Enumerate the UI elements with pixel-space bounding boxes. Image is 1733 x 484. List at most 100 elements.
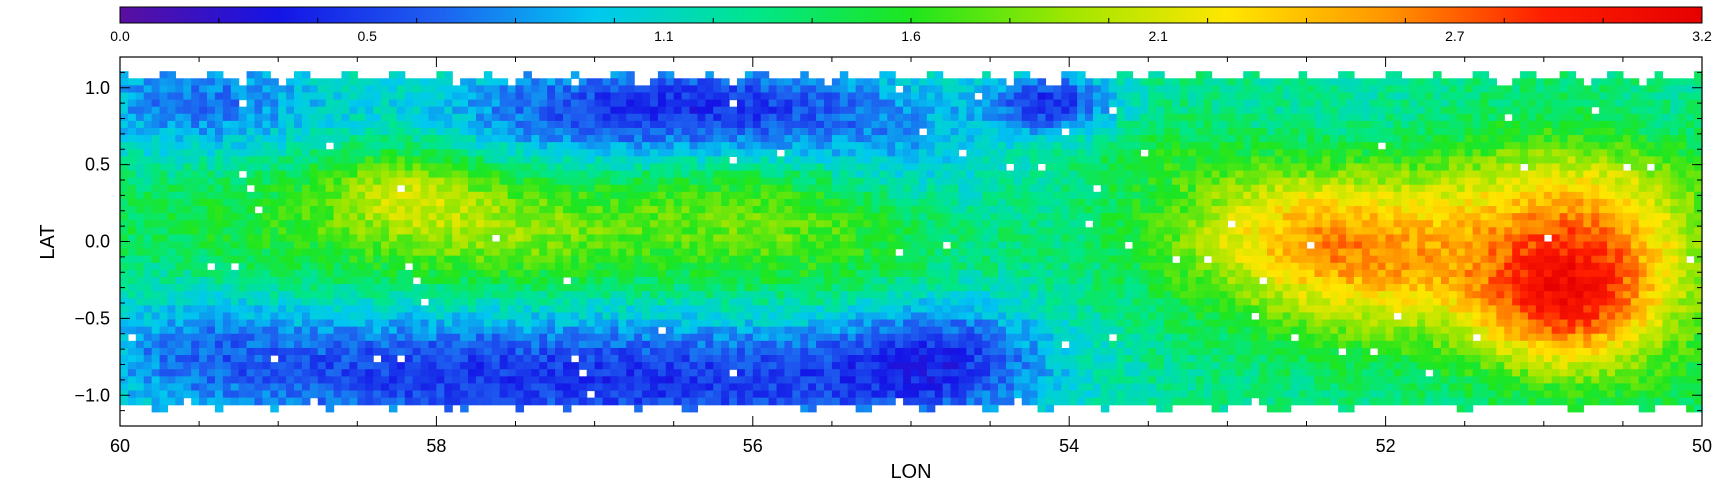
heatmap-cell bbox=[1100, 170, 1110, 179]
heatmap-cell bbox=[1559, 92, 1569, 101]
heatmap-cell bbox=[1622, 106, 1632, 115]
heatmap-cell bbox=[1085, 135, 1094, 143]
heatmap-cell bbox=[903, 248, 912, 257]
heatmap-cell bbox=[1448, 184, 1458, 193]
heatmap-cell bbox=[1077, 220, 1086, 228]
heatmap-cell bbox=[657, 206, 667, 214]
heatmap-cell bbox=[610, 206, 619, 214]
heatmap-cell bbox=[657, 241, 667, 250]
heatmap-cell bbox=[942, 149, 952, 157]
heatmap-cell bbox=[1551, 78, 1561, 86]
heatmap-cell bbox=[1464, 234, 1474, 243]
heatmap-cell bbox=[483, 248, 493, 257]
heatmap-cell bbox=[744, 191, 754, 200]
heatmap-cell bbox=[1227, 227, 1236, 236]
heatmap-cell bbox=[499, 248, 509, 257]
heatmap-cell bbox=[1298, 85, 1308, 94]
heatmap-cell bbox=[333, 142, 343, 150]
heatmap-cell bbox=[1219, 177, 1228, 186]
heatmap-cell bbox=[333, 99, 343, 108]
heatmap-cell bbox=[309, 85, 319, 94]
heatmap-cell bbox=[1535, 78, 1545, 86]
heatmap-cell bbox=[594, 170, 604, 179]
heatmap-cell bbox=[1448, 191, 1458, 200]
heatmap-cell bbox=[578, 120, 588, 129]
heatmap-cell bbox=[246, 149, 256, 157]
heatmap-cell bbox=[618, 135, 627, 143]
heatmap-cell bbox=[816, 113, 825, 122]
heatmap-cell bbox=[1607, 99, 1616, 108]
heatmap-cell bbox=[238, 156, 248, 165]
heatmap-cell bbox=[934, 198, 944, 207]
heatmap-cell bbox=[578, 177, 588, 186]
heatmap-cell bbox=[926, 85, 936, 94]
heatmap-cell bbox=[665, 71, 675, 79]
heatmap-cell bbox=[1440, 99, 1450, 108]
heatmap-cell bbox=[1559, 213, 1569, 221]
heatmap-cell bbox=[1148, 170, 1157, 179]
heatmap-cell bbox=[594, 248, 604, 257]
heatmap-cell bbox=[578, 234, 588, 243]
heatmap-cell bbox=[942, 113, 952, 122]
heatmap-cell bbox=[120, 149, 129, 157]
heatmap-cell bbox=[855, 241, 865, 250]
heatmap-cell bbox=[1393, 127, 1403, 136]
heatmap-cell bbox=[1599, 163, 1608, 172]
heatmap-cell bbox=[1346, 234, 1355, 243]
heatmap-cell bbox=[1021, 85, 1031, 94]
heatmap-cell bbox=[1266, 213, 1276, 221]
heatmap-cell bbox=[1559, 85, 1569, 94]
heatmap-cell bbox=[1646, 92, 1656, 101]
heatmap-cell bbox=[1203, 92, 1213, 101]
heatmap-cell bbox=[689, 170, 699, 179]
heatmap-cell bbox=[444, 113, 453, 122]
heatmap-cell bbox=[665, 120, 675, 129]
heatmap-cell bbox=[254, 156, 263, 165]
heatmap-cell bbox=[713, 191, 722, 200]
heatmap-cell bbox=[1156, 220, 1165, 228]
heatmap-cell bbox=[159, 198, 169, 207]
heatmap-cell bbox=[365, 156, 374, 165]
heatmap-cell bbox=[1622, 92, 1632, 101]
heatmap-cell bbox=[460, 177, 469, 186]
heatmap-cell bbox=[847, 248, 857, 257]
heatmap-cell bbox=[634, 163, 643, 172]
heatmap-cell bbox=[578, 198, 588, 207]
heatmap-cell bbox=[341, 85, 350, 94]
heatmap-cell bbox=[444, 191, 453, 200]
heatmap-cell bbox=[697, 127, 706, 136]
heatmap-cell bbox=[879, 163, 888, 172]
heatmap-cell bbox=[1638, 106, 1648, 115]
heatmap-cell bbox=[381, 135, 390, 143]
heatmap-cell bbox=[1662, 184, 1671, 193]
heatmap-cell bbox=[1195, 135, 1205, 143]
heatmap-cell bbox=[1005, 142, 1015, 150]
heatmap-cell bbox=[475, 156, 485, 165]
heatmap-cell bbox=[1085, 156, 1094, 165]
heatmap-cell bbox=[270, 177, 279, 186]
heatmap-cell bbox=[1100, 92, 1110, 101]
heatmap-cell bbox=[1377, 106, 1387, 115]
heatmap-cell bbox=[175, 191, 184, 200]
heatmap-cell bbox=[1346, 113, 1355, 122]
heatmap-cell bbox=[1069, 99, 1078, 108]
heatmap-cell bbox=[1440, 135, 1450, 143]
heatmap-cell bbox=[1591, 99, 1600, 108]
heatmap-cell bbox=[1678, 170, 1687, 179]
heatmap-cell bbox=[879, 227, 888, 236]
heatmap-cell bbox=[966, 142, 975, 150]
heatmap-cell bbox=[1195, 163, 1205, 172]
heatmap-cell bbox=[357, 113, 366, 122]
heatmap-cell bbox=[499, 78, 509, 86]
heatmap-cell bbox=[309, 227, 319, 236]
heatmap-cell bbox=[1646, 234, 1656, 243]
heatmap-cell bbox=[879, 156, 888, 165]
heatmap-cell bbox=[1614, 127, 1624, 136]
heatmap-cell bbox=[1567, 113, 1577, 122]
heatmap-cell bbox=[1512, 177, 1521, 186]
heatmap-cell bbox=[428, 191, 437, 200]
heatmap-cell bbox=[1654, 241, 1664, 250]
heatmap-cell bbox=[934, 120, 944, 129]
heatmap-cell bbox=[642, 163, 651, 172]
heatmap-cell bbox=[199, 113, 208, 122]
